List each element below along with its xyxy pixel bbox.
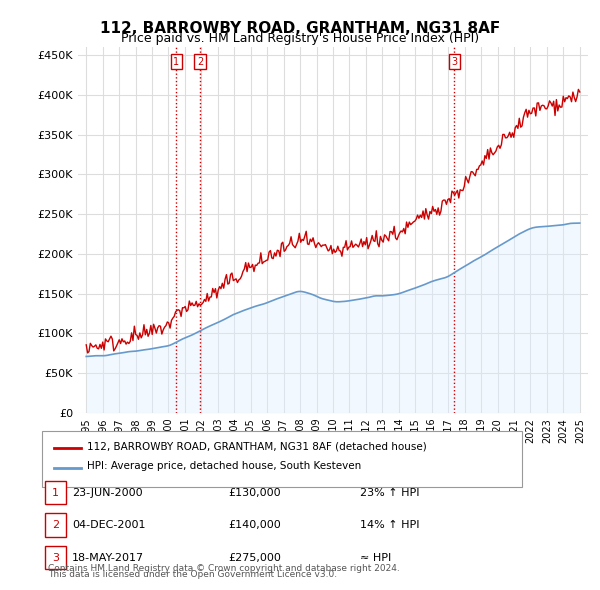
Text: 112, BARROWBY ROAD, GRANTHAM, NG31 8AF (detached house): 112, BARROWBY ROAD, GRANTHAM, NG31 8AF (…	[87, 442, 427, 451]
Text: 2: 2	[52, 520, 59, 530]
Text: 04-DEC-2001: 04-DEC-2001	[72, 520, 146, 530]
Text: ≈ HPI: ≈ HPI	[360, 553, 391, 562]
Text: £275,000: £275,000	[228, 553, 281, 562]
Text: 1: 1	[173, 57, 179, 67]
Text: Price paid vs. HM Land Registry's House Price Index (HPI): Price paid vs. HM Land Registry's House …	[121, 32, 479, 45]
Text: 18-MAY-2017: 18-MAY-2017	[72, 553, 144, 562]
Text: 3: 3	[52, 553, 59, 562]
Text: 3: 3	[451, 57, 457, 67]
Text: 23% ↑ HPI: 23% ↑ HPI	[360, 488, 419, 497]
Text: 23-JUN-2000: 23-JUN-2000	[72, 488, 143, 497]
Text: 14% ↑ HPI: 14% ↑ HPI	[360, 520, 419, 530]
Text: Contains HM Land Registry data © Crown copyright and database right 2024.: Contains HM Land Registry data © Crown c…	[48, 565, 400, 573]
Text: This data is licensed under the Open Government Licence v3.0.: This data is licensed under the Open Gov…	[48, 571, 337, 579]
Text: £140,000: £140,000	[228, 520, 281, 530]
Text: 112, BARROWBY ROAD, GRANTHAM, NG31 8AF: 112, BARROWBY ROAD, GRANTHAM, NG31 8AF	[100, 21, 500, 35]
Text: 2: 2	[197, 57, 203, 67]
Text: HPI: Average price, detached house, South Kesteven: HPI: Average price, detached house, Sout…	[87, 461, 361, 471]
Text: 1: 1	[52, 488, 59, 497]
Text: £130,000: £130,000	[228, 488, 281, 497]
